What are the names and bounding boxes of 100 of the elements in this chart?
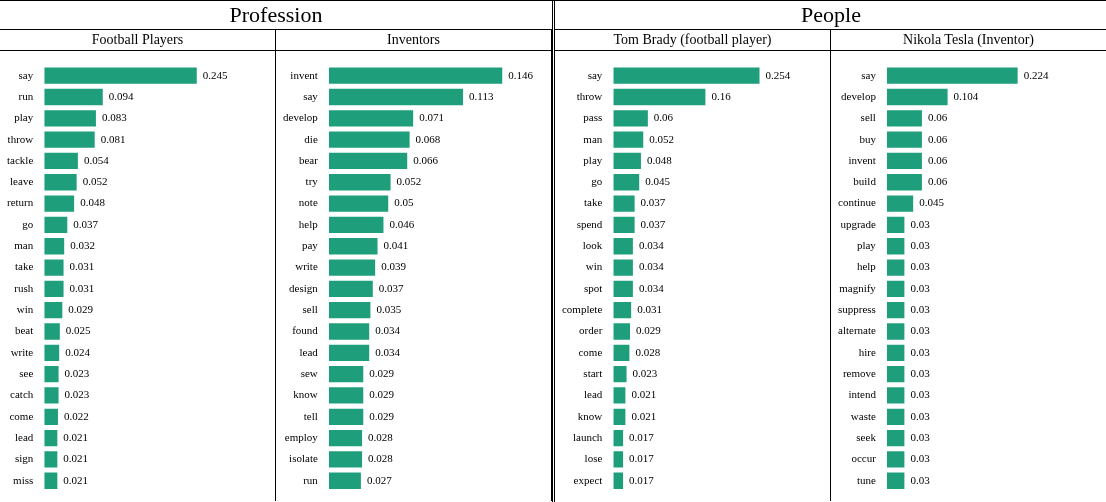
- bar: [328, 387, 364, 404]
- y-tick-label: catch: [10, 388, 34, 401]
- chart-subtitle: Football Players: [0, 30, 275, 51]
- y-tick-label: bear: [298, 153, 319, 166]
- bar: [613, 429, 624, 447]
- y-tick-label: complete: [561, 303, 603, 316]
- y-tick-label: say: [587, 68, 603, 81]
- bar: [613, 67, 760, 84]
- data-label: 0.06: [927, 132, 948, 145]
- bar: [886, 323, 905, 340]
- bar: [613, 131, 644, 148]
- y-tick-label: beat: [14, 324, 34, 337]
- bar: [328, 152, 408, 170]
- y-tick-label: occur: [851, 452, 877, 465]
- bar: [613, 472, 624, 489]
- data-label: 0.03: [910, 217, 931, 230]
- bar: [613, 174, 640, 191]
- data-label: 0.037: [378, 281, 405, 294]
- y-tick-label: upgrade: [840, 217, 876, 230]
- chart-subtitle: Inventors: [276, 30, 551, 51]
- chart-subtitle: Nikola Tesla (Inventor): [831, 30, 1106, 51]
- y-tick-label: die: [304, 132, 318, 145]
- data-label: 0.041: [383, 239, 409, 252]
- y-tick-label: suppress: [838, 303, 876, 316]
- data-label: 0.03: [910, 260, 931, 273]
- bar: [886, 152, 922, 170]
- y-tick-label: pay: [301, 239, 319, 252]
- bar: [44, 323, 60, 340]
- data-label: 0.017: [629, 430, 655, 443]
- data-label: 0.045: [919, 196, 945, 209]
- bar: [328, 451, 363, 468]
- bar: [44, 387, 59, 404]
- y-tick-label: run: [18, 89, 34, 102]
- bar: [328, 174, 391, 191]
- bar: [328, 259, 376, 276]
- bar: [886, 131, 922, 148]
- data-label: 0.024: [65, 345, 91, 358]
- bar: [328, 472, 361, 489]
- y-tick-label: tell: [303, 409, 318, 422]
- y-tick-label: go: [591, 175, 603, 188]
- bar: [886, 344, 905, 361]
- data-label: 0.028: [635, 345, 661, 358]
- bar: [613, 110, 648, 127]
- data-label: 0.025: [65, 324, 92, 337]
- data-label: 0.03: [910, 430, 931, 443]
- y-tick-label: write: [295, 260, 318, 273]
- data-label: 0.023: [64, 388, 90, 401]
- y-tick-label: miss: [13, 473, 34, 486]
- data-label: 0.021: [631, 388, 657, 401]
- bar: [44, 302, 63, 319]
- bar: [613, 387, 626, 404]
- y-tick-label: continue: [838, 196, 876, 209]
- y-tick-label: found: [292, 324, 319, 337]
- data-label: 0.06: [927, 153, 948, 166]
- bar: [886, 238, 905, 255]
- bar: [886, 88, 948, 106]
- y-tick-label: win: [16, 303, 34, 316]
- chart-subtitle: Tom Brady (football player): [555, 30, 830, 51]
- bar: [44, 195, 75, 212]
- y-tick-label: tackle: [7, 153, 34, 166]
- bar: [886, 67, 1018, 84]
- data-label: 0.081: [100, 132, 126, 145]
- y-tick-label: return: [7, 196, 34, 209]
- bar: [886, 195, 914, 212]
- data-label: 0.028: [368, 430, 394, 443]
- data-label: 0.037: [73, 217, 99, 230]
- data-label: 0.029: [68, 303, 94, 316]
- bar: [44, 408, 58, 425]
- y-tick-label: start: [583, 367, 603, 380]
- data-label: 0.029: [636, 324, 662, 337]
- y-tick-label: hire: [858, 345, 876, 358]
- data-label: 0.037: [640, 196, 666, 209]
- data-label: 0.031: [69, 281, 95, 294]
- data-label: 0.071: [419, 111, 444, 124]
- data-label: 0.066: [413, 153, 439, 166]
- y-tick-label: lead: [14, 430, 34, 443]
- data-label: 0.03: [910, 409, 931, 422]
- y-tick-label: play: [14, 111, 34, 124]
- y-tick-label: tune: [856, 473, 876, 486]
- bar: [328, 429, 363, 447]
- bar: [613, 238, 633, 255]
- y-tick-label: see: [19, 367, 34, 380]
- bar: [328, 323, 370, 340]
- data-label: 0.048: [80, 196, 106, 209]
- data-label: 0.046: [389, 217, 415, 230]
- data-label: 0.06: [653, 111, 674, 124]
- y-tick-label: invent: [290, 68, 318, 81]
- bar: [328, 365, 364, 383]
- bar: [886, 216, 905, 234]
- data-label: 0.03: [910, 473, 931, 486]
- bar: [328, 110, 414, 127]
- y-tick-label: isolate: [289, 452, 318, 465]
- bar: [328, 238, 378, 255]
- bar: [44, 216, 68, 234]
- y-tick-label: develop: [841, 89, 877, 102]
- bar: [44, 67, 197, 84]
- data-label: 0.021: [63, 430, 89, 443]
- y-tick-label: waste: [850, 409, 876, 422]
- data-label: 0.034: [638, 239, 665, 252]
- bar: [44, 280, 64, 298]
